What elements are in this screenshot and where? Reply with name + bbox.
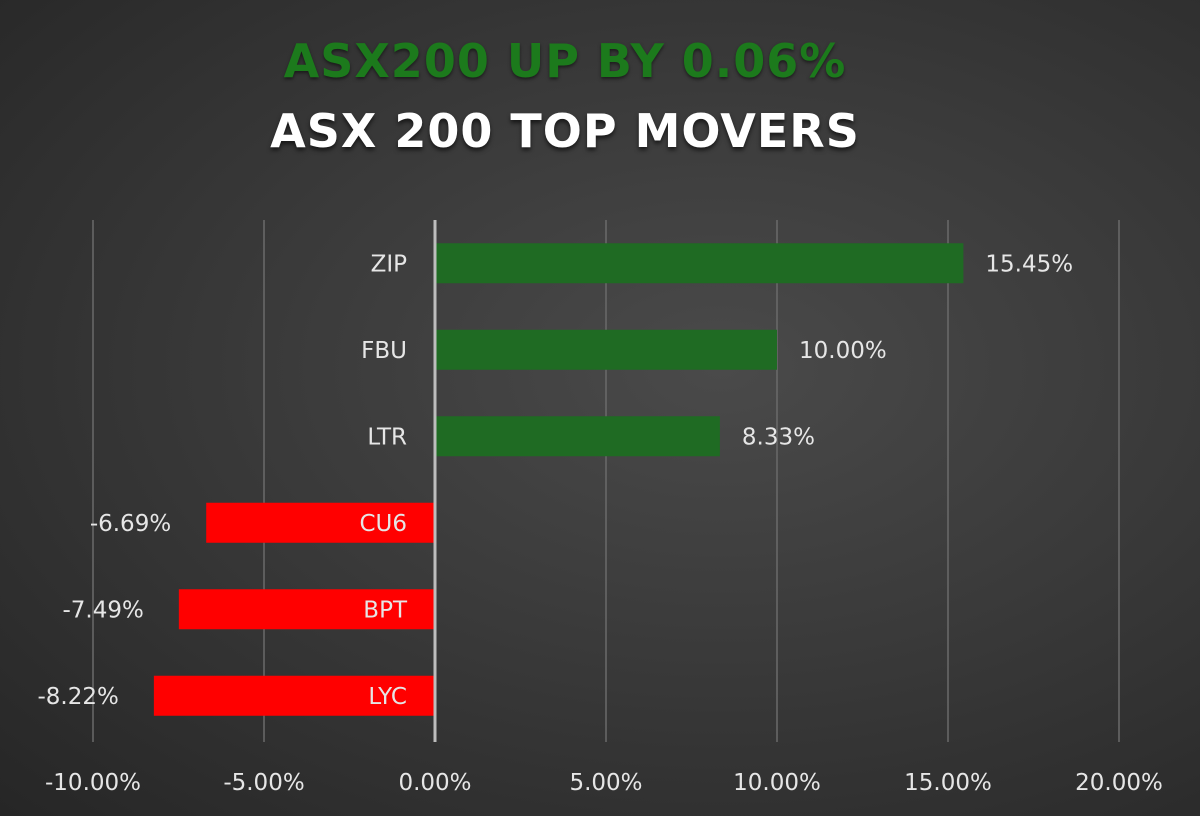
category-labels: ZIP FBU LTR CU6 BPT LYC [359, 251, 407, 710]
data-label: -7.49% [62, 597, 143, 623]
title-block: ASX200 UP BY 0.06% ASX 200 TOP MOVERS [0, 0, 1200, 170]
data-label: 15.45% [985, 251, 1073, 277]
chart-subtitle: ASX 200 TOP MOVERS [270, 104, 860, 158]
bar-fbu [435, 329, 777, 370]
x-tick-label: 5.00% [569, 770, 642, 796]
value-labels: 15.45% 10.00% 8.33% -6.69% -7.49% -8.22% [38, 251, 1074, 710]
data-label: 10.00% [799, 338, 887, 364]
chart-headline: ASX200 UP BY 0.06% [283, 34, 847, 88]
bar-ltr [435, 416, 720, 457]
bar-cu6 [206, 502, 435, 543]
category-label: LYC [368, 684, 407, 710]
bars [153, 243, 964, 716]
category-label: BPT [363, 597, 408, 623]
x-tick-label: -5.00% [223, 770, 304, 796]
x-tick-label: 15.00% [904, 770, 992, 796]
x-tick-label: -10.00% [45, 770, 141, 796]
category-label: FBU [361, 338, 407, 364]
x-axis-tick-labels: -10.00% -5.00% 0.00% 5.00% 10.00% 15.00% 20.00… [45, 770, 1163, 796]
x-tick-label: 20.00% [1075, 770, 1163, 796]
category-label: CU6 [359, 511, 407, 537]
x-tick-label: 0.00% [398, 770, 471, 796]
x-tick-label: 10.00% [733, 770, 821, 796]
gridlines [92, 220, 1120, 742]
bar-bpt [178, 589, 436, 630]
bar-zip [435, 243, 964, 284]
data-label: -6.69% [90, 511, 171, 537]
bar-lyc [153, 675, 435, 716]
data-label: -8.22% [38, 684, 119, 710]
data-label: 8.33% [742, 424, 815, 450]
category-label: LTR [367, 424, 407, 450]
category-label: ZIP [371, 251, 408, 277]
